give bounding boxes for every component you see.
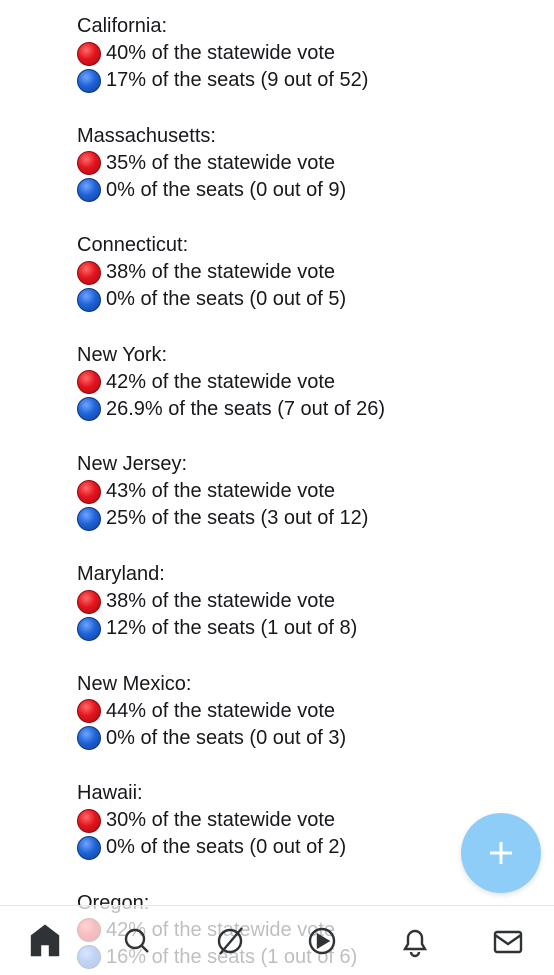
- vote-text: 30% of the statewide vote: [106, 809, 336, 832]
- state-name: Massachusetts:: [77, 124, 216, 147]
- seats-text: 12% of the seats (1 out of 8): [106, 617, 358, 639]
- blue-circle-icon: [77, 616, 101, 641]
- red-circle-icon: [77, 699, 101, 724]
- nav-icons: [30, 924, 523, 958]
- vote-text: 42% of the statewide vote: [106, 370, 336, 393]
- vote-row: 30% of the statewide vote: [77, 807, 335, 834]
- vote-row: 38% of the statewide vote: [77, 259, 335, 286]
- state-block: New Jersey: 43% of the statewide vote 25% …: [77, 451, 537, 536]
- red-circle-icon: [77, 479, 101, 504]
- blue-circle-icon: [77, 287, 101, 312]
- red-circle-icon: [77, 370, 101, 395]
- seats-row: 0% of the seats (0 out of 2): [77, 834, 346, 861]
- seats-text: 17% of the seats (9 out of 52): [106, 69, 369, 91]
- seats-text: 0% of the seats (0 out of 2): [106, 836, 347, 859]
- blue-circle-icon: [77, 726, 101, 751]
- blue-circle-icon: [77, 397, 101, 422]
- bottom-nav: [0, 905, 554, 969]
- vote-row: 43% of the statewide vote: [77, 478, 335, 505]
- blue-circle-icon: [77, 506, 101, 531]
- notifications-icon[interactable]: [402, 929, 428, 958]
- vote-text: 43% of the statewide vote: [106, 480, 336, 503]
- red-circle-icon: [77, 151, 101, 176]
- state-block: New Mexico: 44% of the statewide vote 0% o…: [77, 671, 537, 756]
- vote-row: 35% of the statewide vote: [77, 150, 335, 177]
- state-block: New York: 42% of the statewide vote 26.9% …: [77, 342, 537, 427]
- vote-row: 42% of the statewide vote: [77, 369, 335, 396]
- vote-text: 44% of the statewide vote: [106, 699, 336, 722]
- state-block: Maryland: 38% of the statewide vote 12% of…: [77, 561, 537, 646]
- red-circle-icon: [77, 260, 101, 285]
- vote-text: 40% of the statewide vote: [106, 42, 336, 64]
- seats-text: 0% of the seats (0 out of 9): [106, 178, 347, 201]
- state-block: Connecticut: 38% of the statewide vote 0% …: [77, 232, 537, 317]
- seats-text: 26.9% of the seats (7 out of 26): [106, 397, 386, 420]
- blue-circle-icon: [77, 835, 101, 860]
- red-circle-icon: [77, 808, 101, 833]
- vote-text: 38% of the statewide vote: [106, 590, 336, 612]
- seats-text: 25% of the seats (3 out of 12): [106, 507, 369, 530]
- vote-row: 44% of the statewide vote: [77, 698, 335, 725]
- blue-circle-icon: [77, 178, 101, 203]
- compose-button[interactable]: [461, 813, 541, 893]
- seats-row: 12% of the seats (1 out of 8): [77, 615, 357, 642]
- vote-row: 40% of the statewide vote: [77, 40, 335, 67]
- grok-icon[interactable]: [217, 927, 243, 955]
- seats-row: 0% of the seats (0 out of 5): [77, 286, 346, 313]
- vote-text: 35% of the statewide vote: [106, 151, 336, 174]
- seats-text: 0% of the seats (0 out of 5): [106, 288, 347, 311]
- state-block: Hawaii: 30% of the statewide vote 0% of th…: [77, 780, 537, 865]
- state-name: Hawaii:: [77, 782, 143, 805]
- red-circle-icon: [77, 589, 101, 614]
- video-icon[interactable]: [308, 927, 336, 955]
- state-name: Connecticut:: [77, 234, 189, 257]
- vote-row: 38% of the statewide vote: [77, 588, 335, 615]
- state-name: Maryland:: [77, 563, 165, 585]
- state-block: Massachusetts: 35% of the statewide vote 0…: [77, 123, 537, 208]
- blue-circle-icon: [77, 68, 101, 93]
- seats-row: 25% of the seats (3 out of 12): [77, 505, 368, 532]
- seats-row: 0% of the seats (0 out of 9): [77, 177, 346, 204]
- state-name: New Jersey:: [77, 453, 188, 476]
- seats-text: 0% of the seats (0 out of 3): [106, 726, 347, 749]
- search-icon[interactable]: [124, 928, 149, 953]
- seats-row: 26.9% of the seats (7 out of 26): [77, 396, 385, 423]
- plus-icon: [490, 842, 512, 864]
- seats-row: 17% of the seats (9 out of 52): [77, 67, 368, 94]
- red-circle-icon: [77, 41, 101, 66]
- state-name: New York:: [77, 343, 168, 366]
- seats-row: 0% of the seats (0 out of 3): [77, 725, 346, 752]
- home-icon[interactable]: [30, 924, 60, 957]
- vote-text: 38% of the statewide vote: [106, 261, 336, 284]
- state-name: California:: [77, 15, 168, 37]
- messages-icon[interactable]: [493, 930, 523, 954]
- state-block: California: 40% of the statewide vote 17% …: [77, 13, 537, 98]
- state-name: New Mexico:: [77, 672, 192, 695]
